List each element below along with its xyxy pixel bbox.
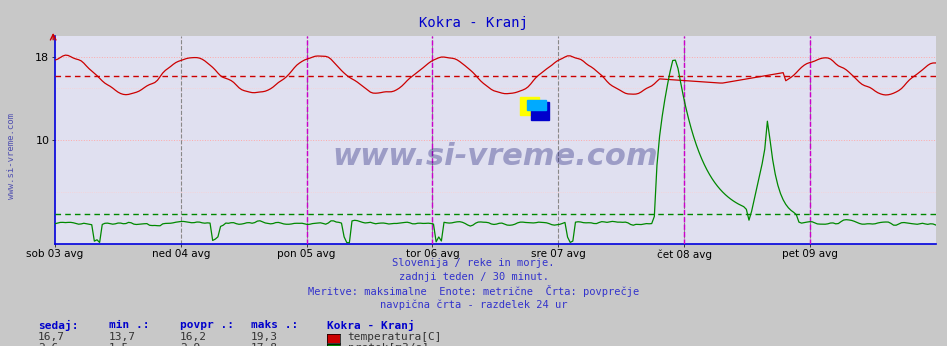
Text: www.si-vreme.com: www.si-vreme.com — [7, 113, 16, 199]
Text: 13,7: 13,7 — [109, 332, 136, 342]
Bar — [521, 97, 540, 115]
Text: povpr .:: povpr .: — [180, 320, 234, 330]
Text: Kokra - Kranj: Kokra - Kranj — [327, 320, 415, 331]
Text: 2,9: 2,9 — [180, 343, 200, 346]
Text: Slovenija / reke in morje.: Slovenija / reke in morje. — [392, 258, 555, 268]
Bar — [530, 102, 549, 120]
Text: 17,8: 17,8 — [251, 343, 278, 346]
Text: 19,3: 19,3 — [251, 332, 278, 342]
Text: www.si-vreme.com: www.si-vreme.com — [332, 142, 658, 171]
Text: pretok[m3/s]: pretok[m3/s] — [348, 343, 429, 346]
Text: Kokra - Kranj: Kokra - Kranj — [420, 16, 527, 29]
Text: min .:: min .: — [109, 320, 150, 330]
Text: navpična črta - razdelek 24 ur: navpična črta - razdelek 24 ur — [380, 299, 567, 310]
Bar — [527, 100, 545, 110]
Text: 16,7: 16,7 — [38, 332, 65, 342]
Text: 1,5: 1,5 — [109, 343, 129, 346]
Text: zadnji teden / 30 minut.: zadnji teden / 30 minut. — [399, 272, 548, 282]
Text: 16,2: 16,2 — [180, 332, 207, 342]
Text: sedaj:: sedaj: — [38, 320, 79, 331]
Text: temperatura[C]: temperatura[C] — [348, 332, 442, 342]
Text: 2,6: 2,6 — [38, 343, 58, 346]
Text: maks .:: maks .: — [251, 320, 298, 330]
Text: Meritve: maksimalne  Enote: metrične  Črta: povprečje: Meritve: maksimalne Enote: metrične Črta… — [308, 285, 639, 298]
